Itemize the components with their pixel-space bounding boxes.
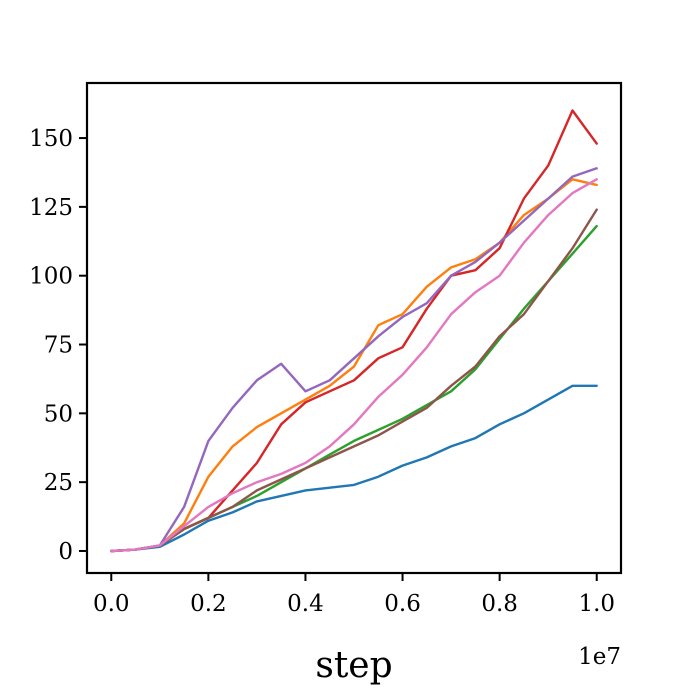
x-axis-offset-label: 1e7 <box>578 644 621 670</box>
y-tick-label: 25 <box>44 470 73 496</box>
x-axis-ticks: 0.0 0.2 0.4 0.6 0.8 1.0 <box>93 573 615 617</box>
y-tick-label: 150 <box>29 126 73 152</box>
series-line-1 <box>110 384 598 553</box>
x-tick-label: 0.6 <box>384 591 421 617</box>
y-tick-label: 75 <box>44 333 73 359</box>
series-line-3 <box>110 224 598 553</box>
x-tick-label: 0.8 <box>481 591 518 617</box>
series-line-6 <box>110 208 598 553</box>
series-line-5 <box>110 167 598 553</box>
series-line-7 <box>110 178 598 553</box>
x-tick-label: 0.2 <box>190 591 227 617</box>
x-tick-label: 0.0 <box>93 591 130 617</box>
series-line-2 <box>110 178 598 553</box>
y-tick-label: 100 <box>29 264 73 290</box>
y-tick-label: 50 <box>44 401 73 427</box>
x-axis-label: step <box>315 645 392 686</box>
x-tick-label: 1.0 <box>578 591 615 617</box>
y-tick-label: 125 <box>29 195 73 221</box>
y-tick-label: 0 <box>58 539 73 565</box>
plot-frame <box>85 81 623 575</box>
x-tick-label: 0.4 <box>287 591 324 617</box>
y-axis-ticks: 0 25 50 75 100 125 150 <box>29 126 87 565</box>
series-layer <box>110 109 598 553</box>
